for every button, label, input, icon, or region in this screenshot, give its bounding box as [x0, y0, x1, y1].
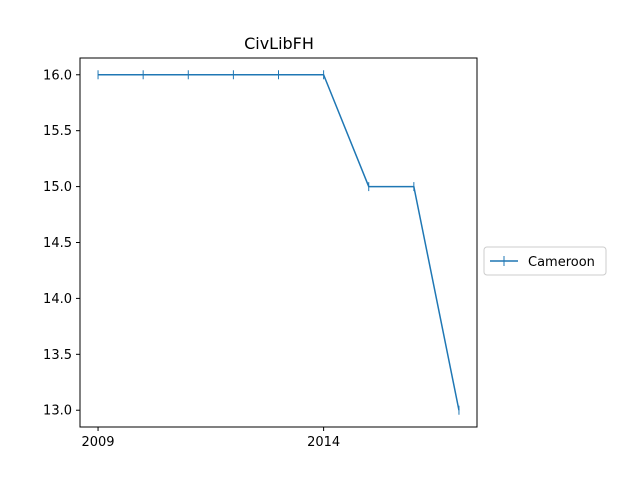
y-axis: 13.0 13.5 14.0 14.5 15.0 15.5 16.0 — [43, 68, 80, 419]
legend: Cameroon — [483, 246, 607, 276]
legend-series-label: Cameroon — [528, 255, 595, 270]
x-axis: 2009 2014 — [81, 427, 340, 450]
x-tick-label: 2009 — [81, 435, 114, 450]
legend-box — [483, 246, 607, 276]
y-tick-label: 13.0 — [43, 404, 72, 419]
chart-title: CivLibFH — [244, 34, 314, 53]
y-tick-label: 13.5 — [43, 348, 72, 363]
x-tick-label: 2014 — [307, 435, 340, 450]
y-tick-label: 14.0 — [43, 292, 72, 307]
y-tick-label: 14.5 — [43, 236, 72, 251]
y-tick-label: 15.5 — [43, 124, 72, 139]
plot-area-frame — [79, 57, 478, 428]
series-group — [97, 70, 460, 415]
y-tick-label: 15.0 — [43, 180, 72, 195]
y-tick-label: 16.0 — [43, 68, 72, 83]
